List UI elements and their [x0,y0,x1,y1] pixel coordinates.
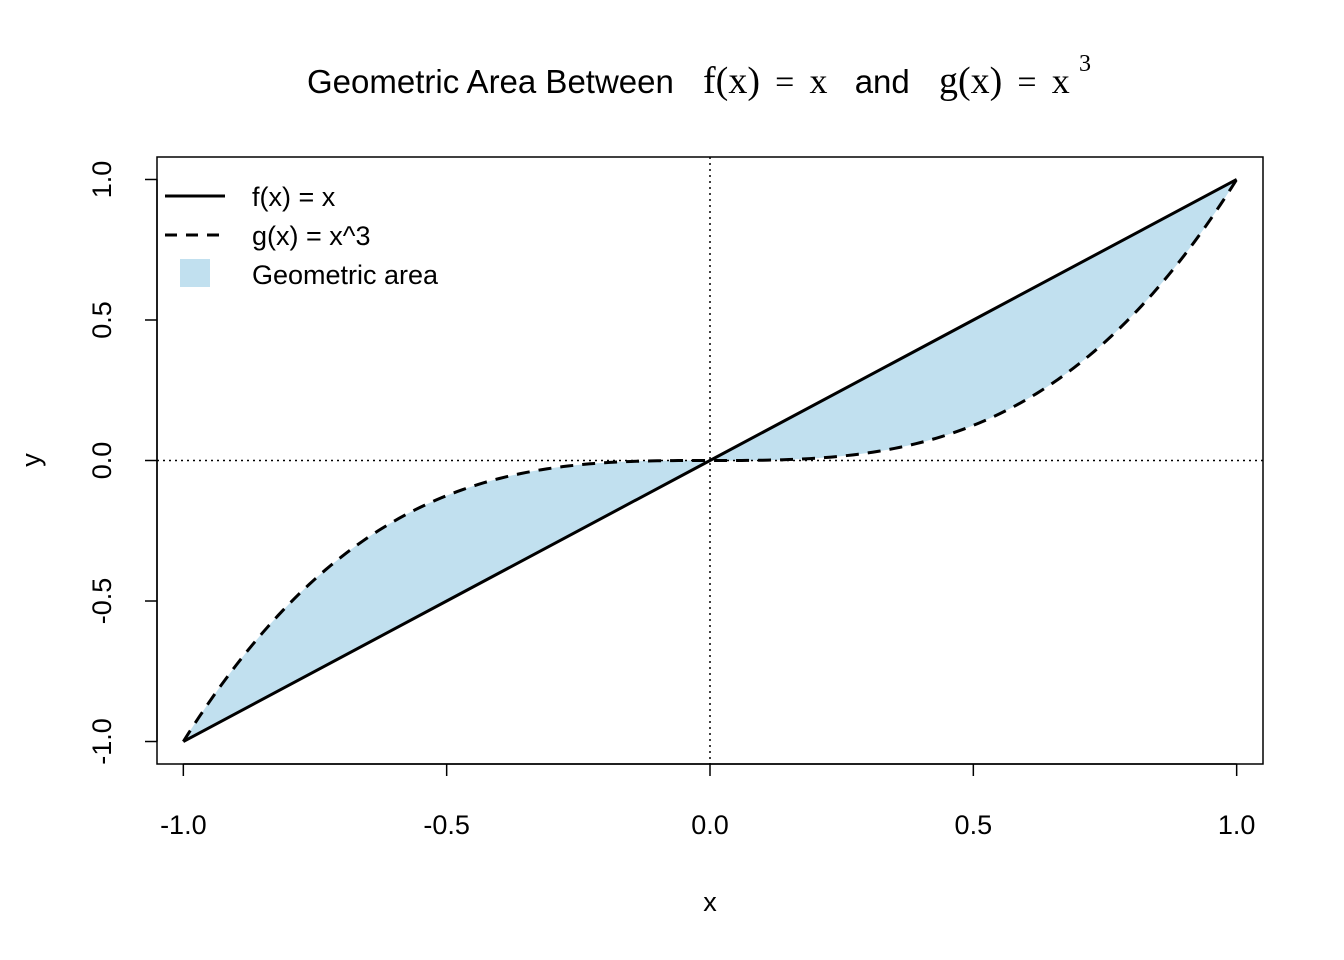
title-f-rhs: x [810,61,828,101]
x-tick-label: -1.0 [160,810,207,840]
chart-title: Geometric Area Between f(x) = x and g(x)… [307,51,1091,102]
x-tick-label: -0.5 [423,810,470,840]
title-g-expr: g(x) [939,60,1002,102]
title-f-eq: = [775,64,794,101]
x-axis-label: x [703,887,717,917]
legend-label-f: f(x) = x [252,182,336,212]
title-g-eq: = [1017,64,1036,101]
y-tick-label: 1.0 [87,161,117,199]
y-tick-label: 0.5 [87,301,117,339]
legend-swatch-fill [180,259,210,287]
title-prefix: Geometric Area Between [307,63,674,100]
svg-text:Geometric Area Between f: Geometric Area Between f(x) = x and g(x)… [307,51,1091,102]
x-tick-label: 1.0 [1218,810,1256,840]
legend-label-area: Geometric area [252,260,439,290]
y-tick-label: -0.5 [87,578,117,625]
series-line-g [182,178,1238,743]
axes-layer: -1.0 -0.5 0.0 0.5 1.0 -1.0 -0.5 0.0 0.5 1.0 [87,161,1255,840]
y-tick-label: -1.0 [87,718,117,765]
series-line-f [182,178,1238,743]
y-axis-label: y [16,453,46,467]
title-g-exp: 3 [1079,51,1091,77]
title-g-rhs: x [1052,61,1070,101]
y-tick-label: 0.0 [87,442,117,480]
x-tick-label: 0.0 [691,810,729,840]
legend-label-g: g(x) = x^3 [252,221,370,251]
series-layer [182,178,1238,743]
x-tick-label: 0.5 [955,810,993,840]
title-and: and [855,63,910,100]
title-f-expr: f(x) [703,60,760,102]
legend: f(x) = x g(x) = x^3 Geometric area [165,182,439,290]
